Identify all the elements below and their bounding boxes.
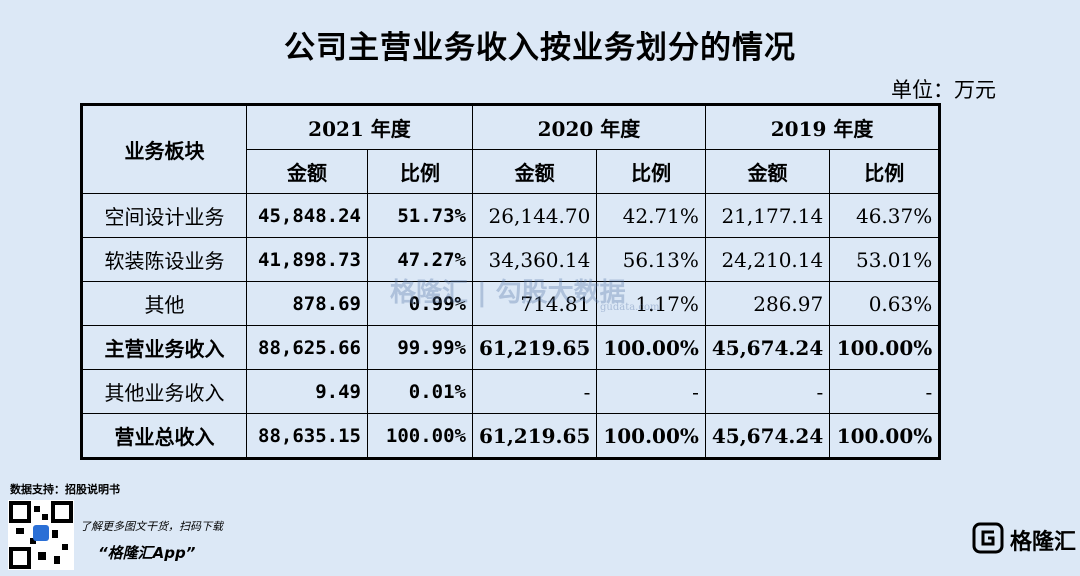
table-cell: 26,144.70 xyxy=(471,193,598,238)
sub-header: 比例 xyxy=(596,149,706,194)
table-cell: - xyxy=(704,369,831,414)
year-header: 2019 年度 xyxy=(704,104,941,150)
year-header: 2020 年度 xyxy=(472,104,706,150)
table-cell: 41,898.73 xyxy=(246,237,368,282)
row-label: 软装陈设业务 xyxy=(81,237,247,282)
table-cell: - xyxy=(596,369,706,414)
source-note: 数据支持：招股说明书 xyxy=(10,483,120,496)
table-cell: 100.00% xyxy=(829,413,941,459)
row-label: 主营业务收入 xyxy=(81,325,247,370)
watermark-partner: 勾股大数据 xyxy=(495,278,626,308)
title: 公司主营业务收入按业务划分的情况 xyxy=(284,30,796,66)
table-cell: 56.13% xyxy=(596,237,706,282)
app-name: “格隆汇App” xyxy=(98,544,196,562)
promo-text: 了解更多图文干货，扫码下载 xyxy=(80,520,223,533)
logo-icon xyxy=(972,522,1004,554)
table-row: 其他 878.69 0.99% 714.81 1.17% 286.97 0.63% xyxy=(81,281,941,326)
row-label: 营业总收入 xyxy=(81,413,247,459)
table-cell: 46.37% xyxy=(829,193,941,238)
table-row: 软装陈设业务 41,898.73 47.27% 34,360.14 56.13% 24,2… xyxy=(81,237,941,282)
table-cell: 61,219.65 xyxy=(471,413,598,459)
table-cell: - xyxy=(471,369,598,414)
table-cell: 99.99% xyxy=(367,325,473,370)
table-cell: 88,635.15 xyxy=(246,413,368,459)
table-cell: 0.01% xyxy=(367,369,473,414)
table-cell: 42.71% xyxy=(596,193,706,238)
sub-header: 比例 xyxy=(367,149,473,194)
table-row: 金额 比例 金额 比例 金额 比例 xyxy=(82,149,941,194)
table-cell: 100.00% xyxy=(829,325,941,370)
logo-text: 格隆汇 xyxy=(1010,530,1077,555)
table-cell: 61,219.65 xyxy=(471,325,598,370)
table-cell: 51.73% xyxy=(367,193,473,238)
revenue-table: 业务板块 2021 年度 2020 年度 2019 年度 金额 比例 金额 比例 金额 比例 空间设… xyxy=(80,103,942,460)
table-cell: 45,848.24 xyxy=(246,193,368,238)
table-cell: 45,674.24 xyxy=(704,325,831,370)
year-header: 2021 年度 xyxy=(246,104,473,150)
table-cell: 100.00% xyxy=(596,413,706,459)
table-cell: 878.69 xyxy=(246,281,368,326)
table-cell: 34,360.14 xyxy=(471,237,598,282)
sub-header: 金额 xyxy=(704,149,831,194)
watermark: 格隆汇 | 勾股大数据 xyxy=(390,278,626,308)
table-row: 主营业务收入 88,625.66 99.99% 61,219.65 100.00% 45,… xyxy=(81,325,941,370)
table-cell: 100.00% xyxy=(596,325,706,370)
table-cell: 0.99% xyxy=(367,281,473,326)
table-cell: - xyxy=(829,369,941,414)
table-cell: 47.27% xyxy=(367,237,473,282)
table-cell: 21,177.14 xyxy=(704,193,831,238)
sub-header: 金额 xyxy=(471,149,598,194)
table-row: 营业总收入 88,635.15 100.00% 61,219.65 100.00% 45,… xyxy=(81,413,941,459)
row-label: 空间设计业务 xyxy=(81,193,247,238)
watermark-brand: 格隆汇 xyxy=(390,278,469,308)
table-row: 空间设计业务 45,848.24 51.73% 26,144.70 42.71% 21,1… xyxy=(81,193,941,238)
table-cell: 286.97 xyxy=(704,281,831,326)
table-cell: 24,210.14 xyxy=(704,237,831,282)
table-cell: 53.01% xyxy=(829,237,941,282)
qr-code xyxy=(8,500,74,570)
table-cell: 88,625.66 xyxy=(246,325,368,370)
table-cell: 45,674.24 xyxy=(704,413,831,459)
sub-header: 比例 xyxy=(829,149,941,194)
row-label: 其他 xyxy=(81,281,247,326)
table-cell: 0.63% xyxy=(829,281,941,326)
corner-header: 业务板块 xyxy=(81,104,247,194)
watermark-site: gudata.com xyxy=(600,302,660,313)
sub-header: 金额 xyxy=(246,149,368,194)
table-row: 业务板块 2021 年度 2020 年度 2019 年度 xyxy=(81,104,941,194)
table-cell: 9.49 xyxy=(246,369,368,414)
table-cell: 100.00% xyxy=(367,413,473,459)
unit: 单位：万元 xyxy=(891,78,996,102)
row-label: 其他业务收入 xyxy=(81,369,247,414)
table-row: 其他业务收入 9.49 0.01% - - - - xyxy=(81,369,941,414)
